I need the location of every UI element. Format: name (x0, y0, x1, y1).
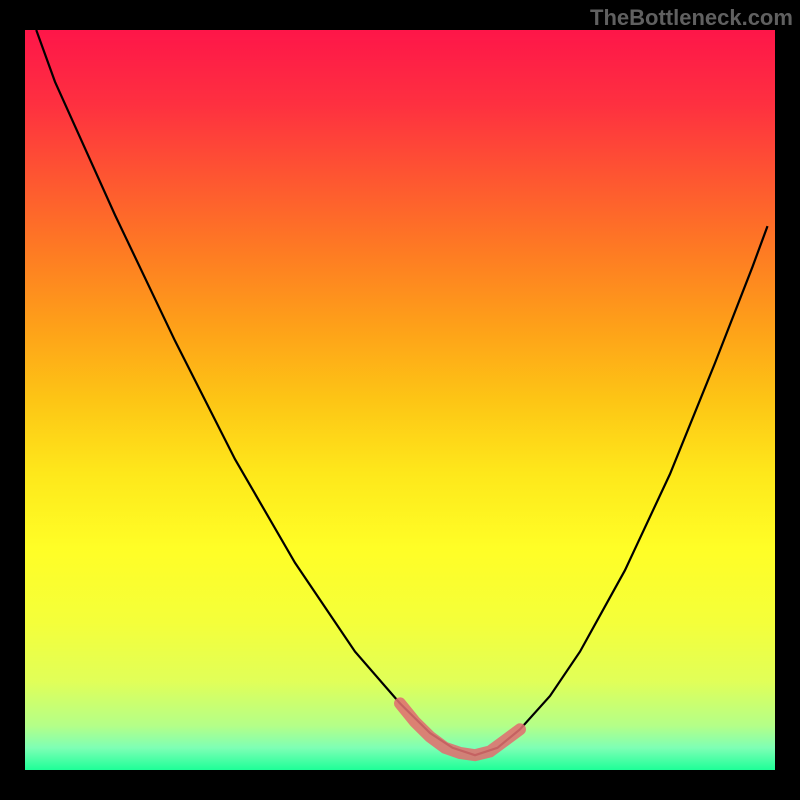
bottleneck-chart: TheBottleneck.com (0, 0, 800, 800)
heat-gradient-area (25, 30, 775, 770)
watermark-label: TheBottleneck.com (590, 5, 793, 30)
